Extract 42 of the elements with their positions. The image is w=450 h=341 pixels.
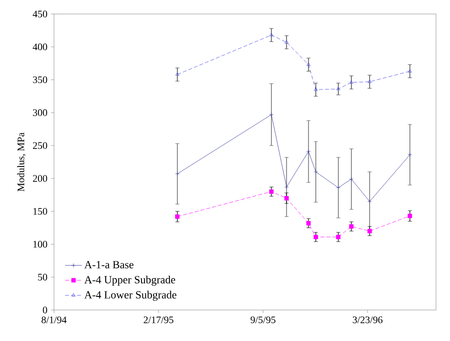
point: [175, 72, 180, 76]
point: [349, 176, 354, 182]
point: [408, 214, 412, 218]
y-tick-label: 150: [33, 208, 48, 215]
point: [336, 185, 340, 190]
y-tick-label: 300: [33, 109, 48, 116]
point: [269, 32, 274, 36]
x-tick-label: 2/17/95: [144, 316, 174, 324]
point: [284, 40, 288, 44]
y-tick-label: 200: [32, 175, 48, 182]
y-tick-label: 50: [38, 274, 48, 280]
y-tick-label: 450: [32, 10, 48, 18]
point: [284, 184, 289, 190]
point: [367, 199, 372, 204]
point: [306, 62, 310, 66]
legend-label: A-1-a Base: [84, 261, 134, 268]
x-tick-label: 3/23/96: [352, 316, 382, 324]
point: [368, 80, 372, 83]
y-tick-label: 400: [32, 44, 48, 50]
point: [306, 220, 311, 226]
point: [269, 112, 274, 117]
y-tick-label: 350: [33, 76, 48, 84]
point: [349, 80, 354, 84]
y-tick-label: 250: [32, 142, 48, 149]
y-tick-label: 0: [42, 306, 48, 314]
point: [408, 69, 412, 72]
point: [314, 170, 318, 174]
x-tick-label: 9/5/95: [250, 316, 276, 324]
point: [314, 234, 318, 240]
legend-label: A-4 Lower Subgrade: [84, 290, 176, 301]
point: [314, 87, 318, 91]
y-tick-label: 100: [33, 240, 48, 248]
point: [336, 86, 340, 90]
point: [175, 214, 180, 219]
point: [269, 189, 274, 194]
y-axis-title: Modulus, MPa: [17, 132, 26, 192]
point: [306, 149, 311, 154]
x-tick-label: 8/1/94: [42, 316, 67, 324]
point: [349, 224, 354, 229]
point: [336, 234, 340, 240]
point: [284, 196, 289, 200]
legend-label: A-4 Upper Subgrade: [84, 276, 176, 286]
